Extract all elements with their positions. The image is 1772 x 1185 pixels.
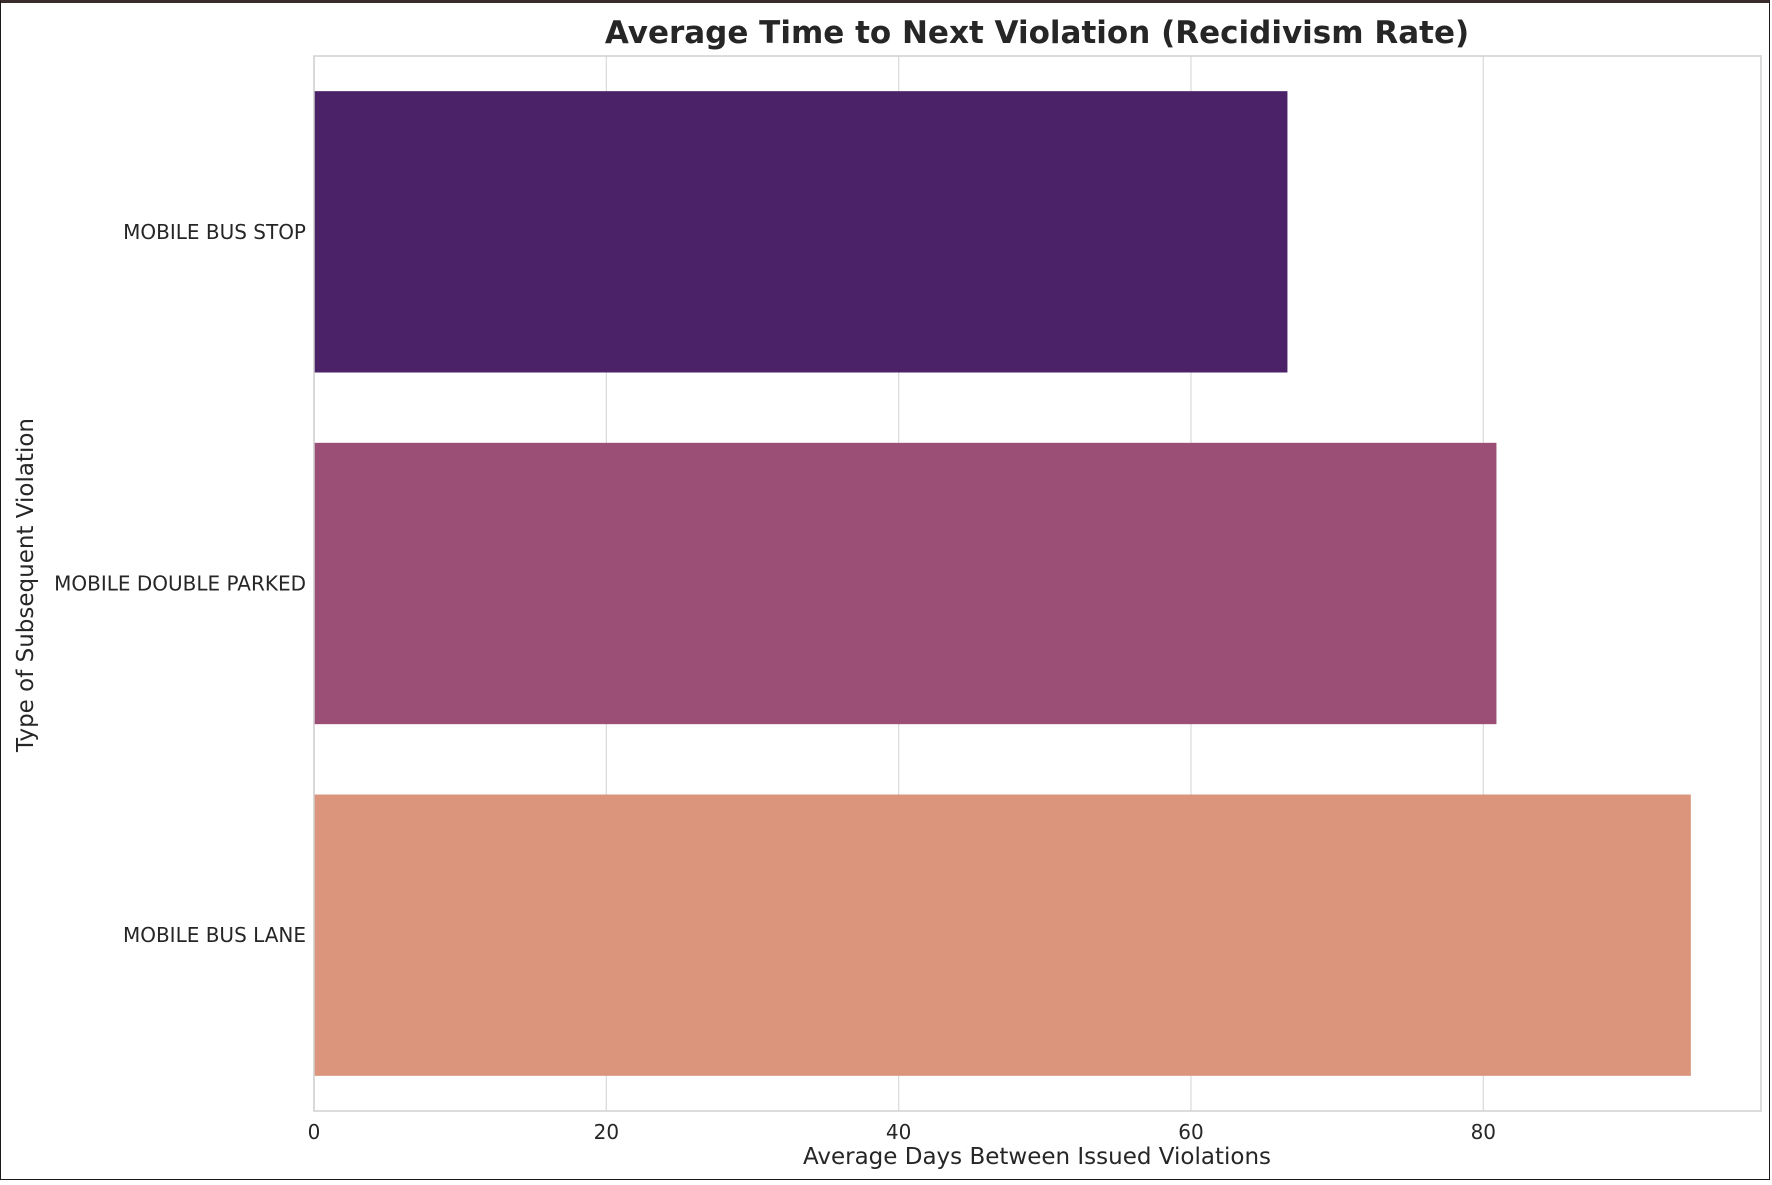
y-axis-label: Type of Subsequent Violation [13,418,39,753]
bars [314,91,1691,1076]
bar [314,91,1288,373]
bar [314,442,1497,725]
x-axis-ticks: 0 20 40 60 80 [308,1120,1496,1144]
y-tick-label: MOBILE BUS LANE [123,923,306,947]
x-tick-label: 0 [308,1120,321,1144]
plot-area-border [313,55,1762,1112]
x-tick-label: 20 [594,1120,619,1144]
chart: Average Time to Next Violation (Recidivi… [13,15,1762,1170]
y-axis-ticks: MOBILE BUS STOP MOBILE DOUBLE PARKED MOBIL… [54,220,306,947]
x-tick-label: 80 [1471,1120,1496,1144]
x-tick-label: 60 [1178,1120,1203,1144]
x-tick-label: 40 [886,1120,911,1144]
y-tick-label: MOBILE BUS STOP [123,220,306,244]
y-tick-label: MOBILE DOUBLE PARKED [54,572,306,596]
bar [314,794,1691,1076]
x-axis-label: Average Days Between Issued Violations [803,1144,1271,1170]
chart-title: Average Time to Next Violation (Recidivi… [605,15,1469,51]
